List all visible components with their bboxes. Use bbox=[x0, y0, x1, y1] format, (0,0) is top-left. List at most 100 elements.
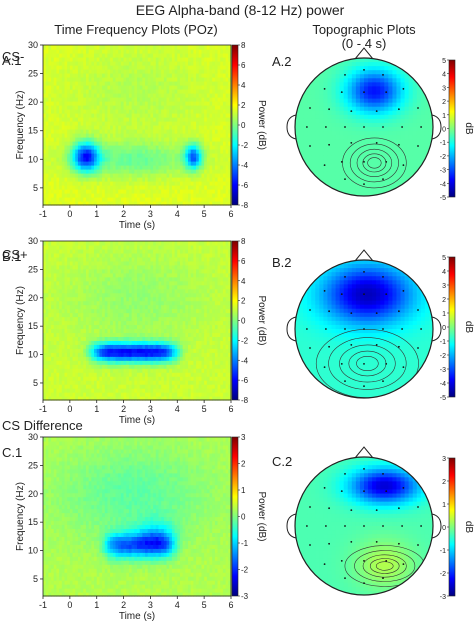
tf-cell bbox=[217, 149, 221, 154]
tf-cell bbox=[179, 153, 184, 158]
tf-cell bbox=[75, 149, 79, 154]
tf-cell bbox=[91, 177, 95, 182]
tf-cell bbox=[139, 129, 143, 134]
tf-cell bbox=[182, 113, 186, 118]
tf-cell bbox=[96, 45, 100, 50]
tf-cell bbox=[72, 181, 76, 186]
tf-cell bbox=[145, 193, 149, 198]
tf-cell bbox=[139, 133, 143, 138]
tf-cell bbox=[72, 49, 76, 54]
tf-cell bbox=[80, 117, 84, 122]
tf-cell bbox=[61, 161, 66, 166]
tf-cell bbox=[166, 69, 170, 74]
tf-cell bbox=[69, 149, 74, 154]
tf-cell bbox=[59, 336, 63, 341]
tf-cell bbox=[145, 113, 149, 118]
tf-cell bbox=[120, 145, 125, 150]
tf-cell bbox=[204, 161, 208, 166]
tf-cell bbox=[102, 45, 106, 50]
tf-cell bbox=[61, 276, 66, 282]
tf-cell bbox=[67, 69, 71, 74]
tf-cell bbox=[69, 316, 74, 322]
tf-cell bbox=[88, 316, 92, 322]
tf-cell bbox=[45, 372, 49, 377]
tf-cell bbox=[80, 201, 84, 206]
tf-cell bbox=[228, 101, 232, 106]
tf-cell bbox=[193, 177, 197, 182]
tf-cell bbox=[48, 368, 52, 373]
tf-cell bbox=[220, 45, 224, 50]
tf-cell bbox=[64, 89, 68, 94]
tf-cell bbox=[64, 57, 68, 62]
tf-cell bbox=[115, 165, 119, 170]
tf-cell bbox=[51, 189, 55, 194]
tf-cell bbox=[94, 97, 98, 102]
tf-cell bbox=[94, 145, 98, 150]
tf-cell bbox=[161, 57, 165, 62]
tf-cell bbox=[131, 85, 135, 90]
tf-cell bbox=[142, 121, 146, 126]
tf-cell bbox=[107, 141, 111, 146]
tf-cell bbox=[43, 372, 47, 377]
tf-cell bbox=[179, 105, 184, 110]
tf-cell bbox=[94, 392, 98, 397]
tf-cell bbox=[174, 73, 178, 78]
tf-cell bbox=[43, 260, 47, 266]
tf-cell bbox=[166, 93, 170, 98]
tf-cell bbox=[91, 392, 95, 397]
tf-cell bbox=[64, 97, 68, 102]
tf-cell bbox=[94, 288, 98, 294]
tf-cell bbox=[91, 316, 95, 322]
tf-cell bbox=[120, 177, 125, 182]
tf-cell bbox=[174, 109, 178, 114]
tf-cell bbox=[59, 109, 63, 114]
tf-cell bbox=[217, 101, 221, 106]
tf-cell bbox=[217, 93, 221, 98]
tf-cell bbox=[228, 73, 232, 78]
tf-cell bbox=[94, 105, 98, 110]
tf-cell bbox=[51, 85, 55, 90]
tf-cell bbox=[201, 165, 205, 170]
tf-cell bbox=[51, 165, 55, 170]
tf-cell bbox=[222, 157, 227, 162]
tf-cell bbox=[88, 145, 92, 150]
tf-cell bbox=[179, 101, 184, 106]
tf-cell bbox=[222, 141, 227, 146]
tf-cell bbox=[80, 376, 84, 381]
tf-cell bbox=[43, 201, 47, 206]
tf-cell bbox=[59, 260, 63, 266]
tf-cell bbox=[59, 268, 63, 274]
tf-cell bbox=[56, 380, 60, 385]
tf-cell bbox=[64, 332, 68, 338]
tf-cell bbox=[179, 193, 184, 198]
tf-cell bbox=[83, 388, 87, 393]
tf-cell bbox=[67, 77, 71, 82]
tf-cell bbox=[72, 312, 76, 318]
tf-cell bbox=[190, 121, 194, 126]
tf-cell bbox=[53, 101, 58, 106]
tf-cell bbox=[94, 89, 98, 94]
tf-cell bbox=[99, 105, 103, 110]
tf-cell bbox=[64, 101, 68, 106]
tf-cell bbox=[137, 121, 141, 126]
tf-cell bbox=[99, 173, 103, 178]
tf-cell bbox=[80, 352, 84, 357]
tf-cell bbox=[85, 137, 90, 142]
tf-cell bbox=[115, 201, 119, 206]
tf-cell bbox=[220, 177, 224, 182]
tf-cell bbox=[161, 73, 165, 78]
tf-cell bbox=[190, 133, 194, 138]
tf-cell bbox=[72, 69, 76, 74]
tf-cell bbox=[91, 189, 95, 194]
tf-cell bbox=[64, 189, 68, 194]
tf-cell bbox=[48, 392, 52, 397]
tf-cell bbox=[174, 165, 178, 170]
tf-cell bbox=[118, 73, 122, 78]
tf-cell bbox=[198, 101, 203, 106]
tf-cell bbox=[212, 105, 216, 110]
tf-cell bbox=[155, 153, 160, 158]
tf-cell bbox=[53, 372, 58, 377]
tf-cell bbox=[177, 125, 181, 130]
tf-cell bbox=[83, 256, 87, 262]
tf-cell bbox=[198, 153, 203, 158]
